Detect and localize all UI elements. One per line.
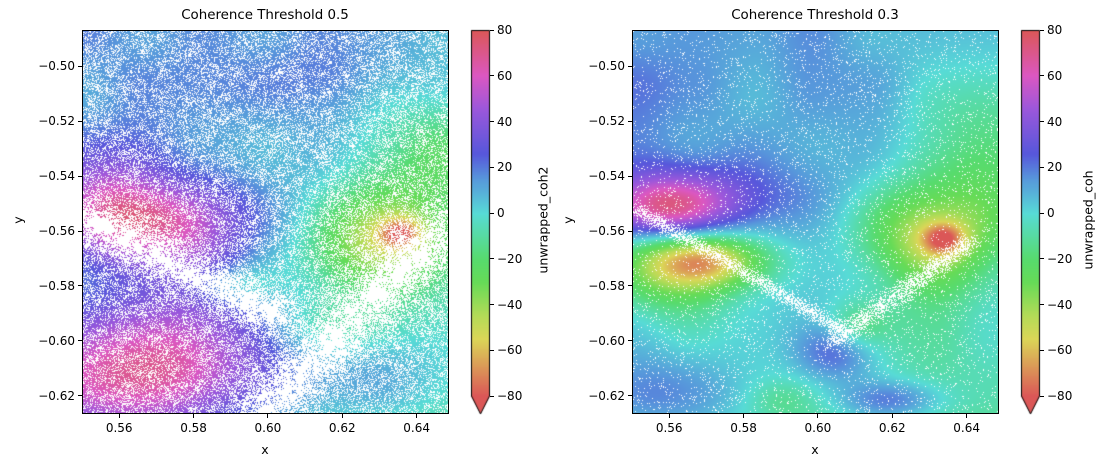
colorbar-tick-label: 40 [497,114,513,129]
colorbar [470,29,492,417]
y-tick-label: −0.54 [588,169,625,184]
y-tick-label: −0.60 [38,333,75,348]
x-tick-label: 0.56 [655,421,683,435]
colorbar-tick-label: 40 [1047,114,1063,129]
x-tick-mark [668,414,670,418]
y-tick-mark [628,285,632,287]
x-axis-label: x [261,442,269,457]
y-axis-label: y [560,216,576,224]
x-tick-label: 0.60 [254,421,282,435]
colorbar-tick-mark [490,349,494,351]
x-tick-mark [118,414,120,418]
y-tick-label: −0.56 [588,224,625,239]
y-tick-label: −0.62 [38,388,75,403]
y-tick-mark [628,395,632,397]
x-tick-label: 0.64 [403,421,430,435]
y-tick-label: −0.58 [588,278,625,293]
x-tick-label: 0.64 [953,421,980,435]
colorbar [1020,29,1042,417]
colorbar-tick-label: −60 [1047,343,1073,358]
colorbar-tick-label: −80 [497,389,523,403]
y-tick-mark [78,175,82,177]
y-tick-mark [78,230,82,232]
x-tick-mark [966,414,968,418]
x-tick-label: 0.58 [730,421,757,435]
x-tick-mark [891,414,893,418]
colorbar-tick-mark [490,258,494,260]
x-tick-mark [267,414,269,418]
x-tick-mark [341,414,343,418]
y-tick-label: −0.60 [588,333,625,348]
colorbar-tick-mark [490,395,494,397]
colorbar-tick-mark [1040,166,1044,168]
colorbar-tick-label: −40 [497,297,523,312]
chart-title: Coherence Threshold 0.3 [731,8,899,23]
y-tick-mark [628,230,632,232]
y-tick-label: −0.56 [38,224,75,239]
y-tick-mark [628,120,632,122]
colorbar-tick-mark [1040,121,1044,122]
colorbar-tick-label: 20 [497,160,513,175]
y-tick-mark [78,395,82,397]
y-tick-mark [78,285,82,287]
colorbar-tick-mark [490,304,494,305]
x-tick-label: 0.58 [180,421,207,435]
colorbar-tick-label: −80 [1047,389,1073,403]
x-tick-label: 0.56 [105,421,133,435]
colorbar-tick-label: 0 [497,206,505,220]
heatmap-axes [82,30,449,414]
colorbar-tick-mark [490,29,494,31]
colorbar-tick-mark [1040,304,1044,305]
y-tick-label: −0.54 [38,169,75,184]
y-tick-mark [78,120,82,122]
colorbar-tick-mark [1040,395,1044,397]
colorbar-tick-label: 0 [1047,206,1055,220]
x-tick-label: 0.62 [878,421,906,435]
heatmap-image [633,31,998,413]
y-tick-label: −0.52 [38,114,75,129]
colorbar-label: unwrapped_coh [1080,170,1096,270]
colorbar-tick-label: −40 [1047,297,1073,312]
colorbar-tick-label: 80 [1047,23,1063,37]
colorbar-tick-mark [490,212,494,214]
x-tick-label: 0.62 [328,421,356,435]
x-tick-mark [743,414,745,418]
heatmap-image [83,31,448,413]
colorbar-tick-label: −20 [1047,251,1073,266]
x-tick-mark [817,414,819,418]
chart-title: Coherence Threshold 0.5 [181,8,349,23]
panel-threshold-0-5: Coherence Threshold 0.5 y x −0.50 −0.52 −0… [11,8,551,457]
colorbar-tick-mark [1040,75,1044,77]
y-tick-label: −0.50 [38,59,75,74]
x-tick-label: 0.60 [804,421,832,435]
colorbar-tick-mark [1040,29,1044,31]
y-tick-mark [628,340,632,342]
y-tick-label: −0.62 [588,388,625,403]
y-tick-mark [78,340,82,342]
heatmap-axes [632,30,999,414]
y-tick-label: −0.50 [588,59,625,74]
colorbar-tick-label: −20 [497,251,523,266]
colorbar-tick-mark [490,75,494,77]
y-tick-label: −0.58 [38,278,75,293]
colorbar-tick-label: 60 [497,68,513,83]
colorbar-tick-mark [1040,258,1044,260]
x-tick-mark [193,414,195,418]
y-tick-mark [628,65,632,67]
colorbar-tick-mark [1040,212,1044,214]
colorbar-tick-label: 80 [497,23,513,37]
colorbar-tick-mark [1040,349,1044,351]
y-tick-mark [628,175,632,177]
colorbar-tick-label: 20 [1047,160,1063,175]
y-tick-label: −0.52 [588,114,625,129]
colorbar-tick-label: 60 [1047,68,1063,83]
x-axis-label: x [811,442,819,457]
colorbar-tick-label: −60 [497,343,523,358]
colorbar-tick-mark [490,166,494,168]
colorbar-tick-mark [490,121,494,122]
x-tick-mark [416,414,418,418]
y-tick-mark [78,65,82,67]
